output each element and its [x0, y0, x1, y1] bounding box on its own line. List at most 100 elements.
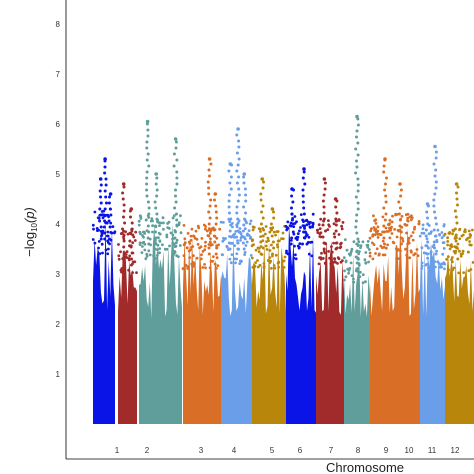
snp-point	[356, 141, 360, 145]
chromosome-7-points	[284, 167, 316, 424]
snp-point	[189, 234, 193, 238]
snp-point	[249, 219, 253, 223]
snp-point	[175, 218, 179, 222]
peak-snp-point	[333, 197, 338, 201]
snp-point	[153, 247, 157, 251]
snp-point	[99, 213, 103, 217]
snp-point	[254, 261, 257, 264]
snp-point	[432, 243, 436, 247]
snp-point	[435, 240, 439, 244]
snp-point	[384, 182, 387, 186]
snp-point	[174, 200, 178, 204]
snp-point	[318, 235, 322, 238]
snp-point	[259, 222, 263, 226]
snp-point	[382, 170, 386, 174]
snp-point	[228, 220, 232, 224]
snp-point	[322, 249, 326, 253]
snp-point	[426, 256, 429, 260]
snp-point	[135, 271, 138, 274]
peak-snp-point	[98, 177, 103, 181]
snp-point	[390, 232, 394, 235]
snp-point	[191, 264, 195, 268]
snp-point	[381, 239, 385, 243]
snp-point	[394, 213, 397, 217]
snp-point	[355, 129, 359, 133]
snp-point	[373, 219, 376, 223]
snp-point	[390, 220, 394, 224]
snp-point	[426, 252, 430, 256]
snp-point	[162, 227, 165, 231]
snp-point	[235, 205, 239, 209]
peak-snp-point	[242, 172, 247, 176]
snp-point	[159, 221, 163, 225]
snp-point	[130, 221, 134, 225]
snp-point	[406, 216, 410, 220]
snp-point	[368, 248, 371, 251]
snp-point	[293, 244, 296, 248]
snp-point	[184, 263, 187, 267]
snp-point	[409, 234, 413, 238]
y-tick-label: 7	[56, 70, 61, 79]
snp-point	[137, 219, 141, 223]
snp-point	[156, 254, 159, 257]
snp-point	[291, 230, 295, 234]
snp-point	[179, 231, 183, 235]
snp-point	[131, 271, 135, 274]
snp-point	[218, 227, 222, 231]
snp-point	[399, 249, 402, 253]
snp-point	[290, 206, 293, 210]
snp-point	[382, 245, 386, 249]
snp-point	[146, 128, 150, 132]
snp-point	[244, 211, 248, 215]
snp-point	[437, 262, 441, 265]
snp-point	[215, 267, 218, 270]
snp-point	[257, 227, 261, 231]
snp-point	[204, 240, 207, 244]
snp-point	[202, 223, 206, 227]
snp-point	[458, 227, 462, 231]
snp-point	[188, 242, 192, 245]
x-tick-label-chr4: 4	[232, 446, 237, 455]
snp-point	[268, 249, 272, 252]
snp-point	[208, 240, 212, 244]
snp-point	[204, 266, 207, 270]
snp-point	[155, 194, 159, 198]
snp-point	[182, 243, 186, 247]
snp-point	[296, 244, 300, 248]
snp-point	[122, 239, 126, 243]
snp-point	[238, 227, 242, 230]
snp-point	[200, 237, 204, 240]
snp-point	[332, 232, 336, 236]
y-axis-title-tail: (p)	[22, 207, 37, 223]
snp-point	[290, 194, 294, 198]
snp-point	[259, 230, 262, 233]
snp-point	[251, 228, 255, 232]
peak-snp-point	[433, 144, 437, 149]
snp-point	[376, 232, 380, 236]
snp-point	[104, 195, 108, 199]
snp-point	[356, 183, 360, 187]
snp-point	[317, 223, 321, 227]
snp-point	[236, 163, 240, 167]
snp-point	[146, 200, 150, 204]
snp-point	[373, 233, 377, 237]
snp-point	[215, 236, 219, 240]
snp-point	[205, 229, 209, 233]
snp-point	[242, 235, 245, 239]
chromosome-1-density	[93, 217, 115, 424]
snp-point	[330, 250, 334, 254]
snp-point	[421, 223, 425, 227]
snp-point	[248, 236, 252, 240]
snp-point	[285, 249, 288, 253]
snp-point	[343, 278, 346, 282]
snp-point	[383, 242, 386, 246]
snp-point	[303, 236, 307, 240]
snp-point	[434, 150, 438, 154]
snp-point	[120, 270, 123, 274]
snp-point	[267, 239, 270, 243]
snp-point	[157, 236, 160, 240]
snp-point	[321, 223, 325, 227]
snp-point	[372, 226, 376, 229]
snp-point	[398, 218, 402, 222]
snp-point	[154, 182, 158, 186]
